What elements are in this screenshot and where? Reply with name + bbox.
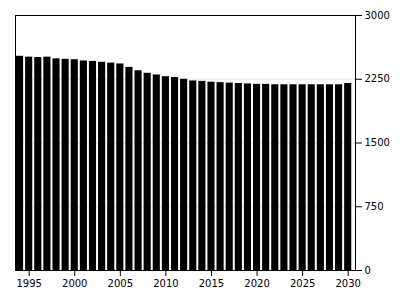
svg-text:750: 750	[365, 201, 384, 212]
svg-text:2000: 2000	[62, 278, 87, 289]
svg-text:1995: 1995	[16, 278, 41, 289]
svg-text:2250: 2250	[365, 73, 390, 84]
svg-text:2010: 2010	[153, 278, 178, 289]
svg-text:0: 0	[365, 265, 371, 276]
svg-text:2020: 2020	[244, 278, 269, 289]
svg-text:2015: 2015	[199, 278, 224, 289]
svg-text:2030: 2030	[335, 278, 360, 289]
svg-text:1500: 1500	[365, 137, 390, 148]
svg-text:2005: 2005	[108, 278, 133, 289]
svg-text:2025: 2025	[290, 278, 315, 289]
svg-text:3000: 3000	[365, 10, 390, 21]
